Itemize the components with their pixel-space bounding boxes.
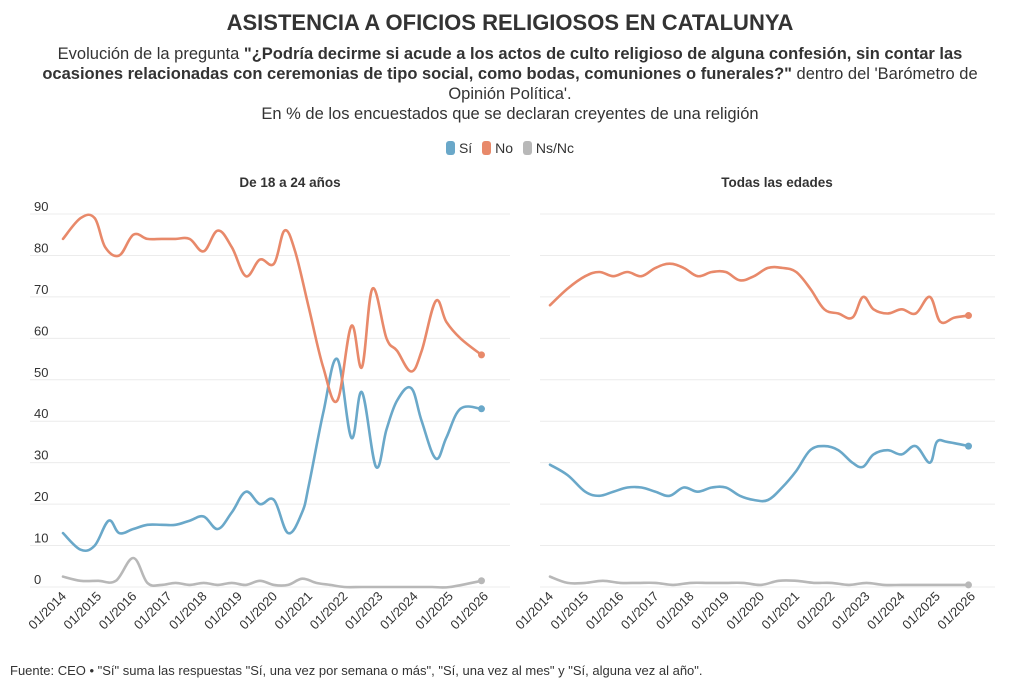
- x-tick-label: 01/2018: [166, 589, 210, 633]
- x-tick-label: 01/2023: [829, 589, 873, 633]
- line-charts: 010203040506070809001/201401/201501/2016…: [25, 199, 995, 633]
- x-tick-label: 01/2018: [653, 589, 697, 633]
- y-tick-label: 70: [34, 282, 48, 297]
- x-tick-label: 01/2016: [96, 589, 140, 633]
- x-tick-label: 01/2019: [201, 589, 245, 633]
- x-tick-label: 01/2024: [864, 589, 908, 633]
- legend-label-nsnc: Ns/Nc: [535, 140, 575, 156]
- y-tick-label: 20: [34, 489, 48, 504]
- series-end-point-No: [477, 351, 485, 359]
- legend-item-nsnc[interactable]: Ns/Nc: [522, 140, 575, 156]
- x-tick-label: 01/2017: [131, 589, 175, 633]
- chart-title: ASISTENCIA A OFICIOS RELIGIOSOS EN CATAL…: [226, 10, 794, 35]
- y-tick-label: 50: [34, 365, 48, 380]
- legend-swatch-no: [482, 141, 492, 155]
- legend-label-no: No: [495, 140, 513, 156]
- x-tick-label: 01/2020: [236, 589, 280, 633]
- subtitle-unit-note: En % de los encuestados que se declaran …: [261, 105, 759, 123]
- y-tick-label: 90: [34, 199, 48, 214]
- x-tick-label: 01/2022: [794, 589, 838, 633]
- series-line-No: [61, 213, 483, 404]
- panel-title-all: Todas las edades: [721, 175, 833, 190]
- legend-label-si: Sí: [458, 140, 473, 156]
- series-end-point-Ns/Nc: [477, 577, 485, 585]
- series-end-point-No: [964, 312, 972, 320]
- panel-1: 01/201401/201501/201601/201701/201801/20…: [512, 213, 995, 633]
- x-tick-label: 01/2015: [60, 589, 104, 633]
- legend-item-no[interactable]: No: [482, 140, 513, 156]
- subtitle-suffix: dentro del 'Barómetro de Opinión Polític…: [448, 65, 978, 103]
- series-end-point-Ns/Nc: [964, 581, 972, 589]
- y-tick-label: 10: [34, 531, 48, 546]
- x-tick-label: 01/2022: [307, 589, 351, 633]
- x-tick-label: 01/2021: [758, 589, 802, 633]
- panel-title-young: De 18 a 24 años: [239, 175, 341, 190]
- x-tick-label: 01/2014: [512, 589, 556, 633]
- x-tick-label: 01/2014: [25, 589, 69, 633]
- y-tick-label: 60: [34, 323, 48, 338]
- x-tick-label: 01/2015: [547, 589, 591, 633]
- x-tick-label: 01/2026: [447, 589, 491, 633]
- x-tick-label: 01/2021: [271, 589, 315, 633]
- x-tick-label: 01/2024: [377, 589, 421, 633]
- series-line-Sí: [548, 438, 970, 503]
- series-line-No: [548, 262, 970, 325]
- x-tick-label: 01/2017: [618, 589, 662, 633]
- y-tick-label: 30: [34, 448, 48, 463]
- series-end-point-Sí: [477, 405, 485, 413]
- x-tick-label: 01/2016: [583, 589, 627, 633]
- x-tick-label: 01/2026: [934, 589, 978, 633]
- legend-swatch-si: [445, 141, 455, 155]
- x-tick-label: 01/2019: [688, 589, 732, 633]
- chart-subtitle: Evolución de la pregunta "¿Podría decirm…: [20, 44, 1000, 124]
- series-line-Ns/Nc: [548, 575, 970, 587]
- source-footer: Fuente: CEO • "Sí" suma las respuestas "…: [10, 663, 703, 678]
- series-line-Ns/Nc: [61, 556, 483, 589]
- legend-swatch-nsnc: [522, 141, 532, 155]
- y-tick-label: 0: [34, 572, 41, 587]
- legend: Sí No Ns/Nc: [0, 140, 1020, 156]
- y-tick-label: 80: [34, 240, 48, 255]
- series-line-Sí: [61, 357, 483, 553]
- subtitle-prefix: Evolución de la pregunta: [57, 45, 244, 63]
- x-tick-label: 01/2023: [342, 589, 386, 633]
- x-tick-label: 01/2025: [412, 589, 456, 633]
- subtitle-question: "¿Podría decirme si acude a los actos de…: [42, 45, 963, 83]
- x-tick-label: 01/2025: [899, 589, 943, 633]
- y-tick-label: 40: [34, 406, 48, 421]
- legend-item-si[interactable]: Sí: [445, 140, 473, 156]
- x-tick-label: 01/2020: [723, 589, 767, 633]
- series-end-point-Sí: [964, 442, 972, 450]
- panel-0: 0 10 20 30 40 50 60 70 80 90 01/201401/201501/2016…: [25, 199, 510, 632]
